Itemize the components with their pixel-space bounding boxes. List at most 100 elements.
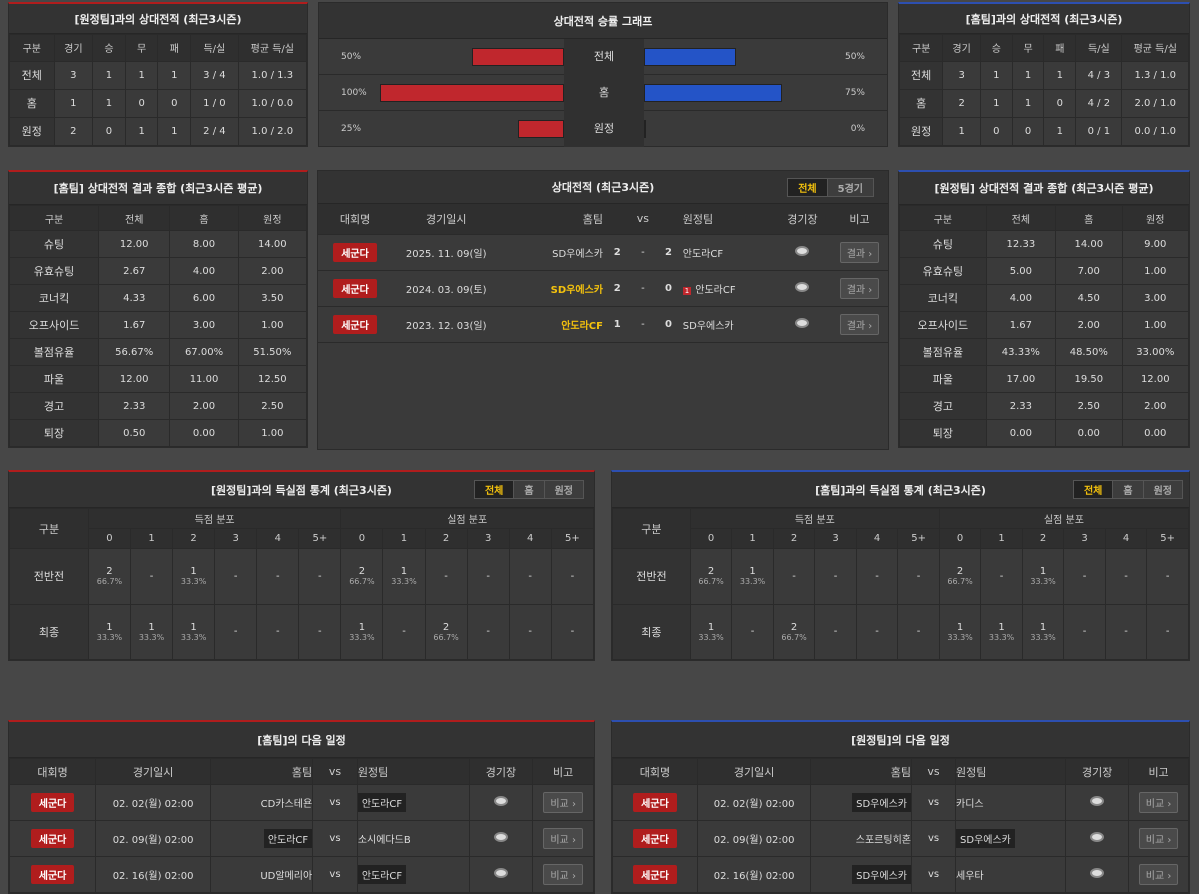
cell: 1 (1043, 60, 1077, 90)
stadium-icon[interactable] (795, 281, 810, 292)
goals-away-toggle: 전체 홈 원정 (473, 480, 584, 499)
right-percent: 75% (844, 88, 865, 98)
count: - (486, 570, 490, 582)
home-team: SD우에스카 (810, 784, 912, 821)
chevron-right-icon: › (865, 284, 873, 296)
count: 1 (358, 621, 366, 633)
percent: 33.3% (739, 577, 766, 587)
cell: 1.67 (985, 311, 1057, 340)
compare-button[interactable]: 비교 › (1138, 792, 1179, 813)
home-score: 2 (602, 234, 632, 271)
note-cell: 비교 › (1128, 784, 1189, 821)
compare-button[interactable]: 비교 › (1138, 864, 1179, 885)
count: - (916, 626, 921, 638)
compare-button[interactable]: 비교 › (543, 792, 583, 813)
col-header: 경기 (942, 34, 981, 62)
cell: 1.00 (1121, 257, 1190, 286)
col-header-vs: vs (602, 204, 683, 235)
table-row: 최종 1 33.3% 1 33.3% 1 33.3% - - -1 33.3% -2 66.7% - - - (9, 603, 595, 660)
count: 2 (790, 621, 798, 633)
tab-홈[interactable]: 홈 (513, 481, 543, 498)
right-percent: 50% (844, 52, 865, 62)
bucket-header: 0 (87, 528, 131, 549)
next-away-panel: [원정팀]의 다음 일정 대회명 경기일시 홈팀 vs 원정팀 경기장 비고 세군다 02. 0… (611, 720, 1190, 894)
away-score: 2 (654, 234, 683, 271)
panel-title: [홈팀]의 다음 일정 (9, 722, 594, 758)
count: - (570, 570, 575, 582)
chevron-right-icon: › (568, 835, 576, 846)
tab-원정[interactable]: 원정 (1142, 481, 1182, 498)
cell: 1 (942, 116, 981, 147)
cell: 2.00 (1055, 311, 1123, 340)
home-team: SD우에스카 (810, 856, 912, 893)
cell: 4.33 (98, 284, 171, 313)
cell: 5.00 (985, 257, 1057, 286)
tab-원정[interactable]: 원정 (543, 481, 583, 498)
tab-홈[interactable]: 홈 (1112, 481, 1142, 498)
winrate-graph-panel: 상대전적 승률 그래프 50% 전체 50% 100% 홈 75% 25% 원정 0% (318, 2, 888, 147)
col-header: 비고 (532, 758, 594, 785)
cell: 0 (157, 88, 192, 118)
col-header-home: 홈팀 (500, 204, 603, 235)
header-row: 구분 경기 승 무 패 득/실 평균 득/실 (9, 34, 308, 62)
cell: 0 (979, 116, 1013, 147)
col-header: 평균 득/실 (237, 34, 308, 62)
col-header: 원정 (1121, 204, 1190, 232)
count: - (233, 570, 238, 582)
col-header: 무 (1011, 34, 1045, 62)
bucket-header: 2 (172, 528, 216, 549)
compare-button[interactable]: 비교 › (543, 828, 583, 849)
stadium-icon[interactable] (1090, 832, 1105, 842)
percent: 33.3% (180, 632, 207, 642)
header-row: 대회명 경기일시 홈팀 vs 원정팀 경기장 비고 (318, 204, 888, 235)
count: 1 (400, 566, 408, 578)
row-label: 전반전 (612, 548, 691, 605)
cell: 0 (124, 88, 159, 118)
col-header-vs: vs (312, 758, 358, 785)
cell: 9.00 (1121, 230, 1190, 259)
table-row: 전반전 2 66.7% 1 33.3% - - - -2 66.7% -1 33.3% - - - (612, 548, 1189, 605)
stadium-icon[interactable] (1090, 868, 1105, 878)
note-cell: 비교 › (532, 784, 594, 821)
left-bar (380, 84, 564, 102)
stadium-icon[interactable] (493, 832, 508, 842)
cell: - (256, 603, 300, 660)
tab-전체[interactable]: 전체 (474, 481, 514, 498)
league-cell: 세군다 (612, 820, 698, 857)
count: - (444, 570, 448, 582)
col-header: 구분 (9, 508, 89, 549)
left-percent: 50% (341, 52, 362, 62)
compare-button[interactable]: 비교 › (1138, 828, 1179, 849)
cell: 2 (942, 88, 981, 118)
cell: 4.00 (169, 257, 239, 286)
stadium-icon[interactable] (795, 245, 810, 256)
tab-전체[interactable]: 전체 (1073, 481, 1113, 498)
percent: 66.7% (698, 577, 724, 587)
stadium-icon[interactable] (493, 796, 508, 806)
count: - (875, 570, 879, 582)
h2h-away-table: 구분 경기 승 무 패 득/실 평균 득/실 전체 3 1 1 1 3 / 4 1.0 / 1.3 홈 1 1 0… (9, 34, 308, 147)
tab-전체[interactable]: 전체 (788, 179, 827, 196)
chevron-right-icon: › (1164, 871, 1172, 882)
result-button[interactable]: 결과 › (839, 313, 880, 335)
stadium-icon[interactable] (795, 317, 810, 328)
col-header-home: 홈팀 (210, 758, 314, 785)
cell: 56.67% (98, 338, 171, 367)
stadium-icon[interactable] (1090, 796, 1105, 806)
cell: - (466, 548, 510, 605)
note-cell: 결과 › (830, 234, 888, 271)
stadium-icon[interactable] (493, 868, 508, 878)
league-badge: 세군다 (333, 278, 377, 298)
home-team: SD우에스카 (500, 270, 603, 307)
row-label: 오프사이드 (899, 311, 987, 340)
league-cell: 세군다 (318, 270, 393, 307)
stadium-cell (468, 856, 534, 893)
result-button[interactable]: 결과 › (839, 241, 880, 263)
cell: 0.00 (169, 419, 239, 447)
compare-button[interactable]: 비교 › (543, 864, 583, 885)
tab-5경기[interactable]: 5경기 (826, 179, 873, 196)
row-label: 퇴장 (899, 419, 987, 447)
result-button[interactable]: 결과 › (839, 277, 880, 299)
col-header: 전체 (985, 204, 1057, 232)
